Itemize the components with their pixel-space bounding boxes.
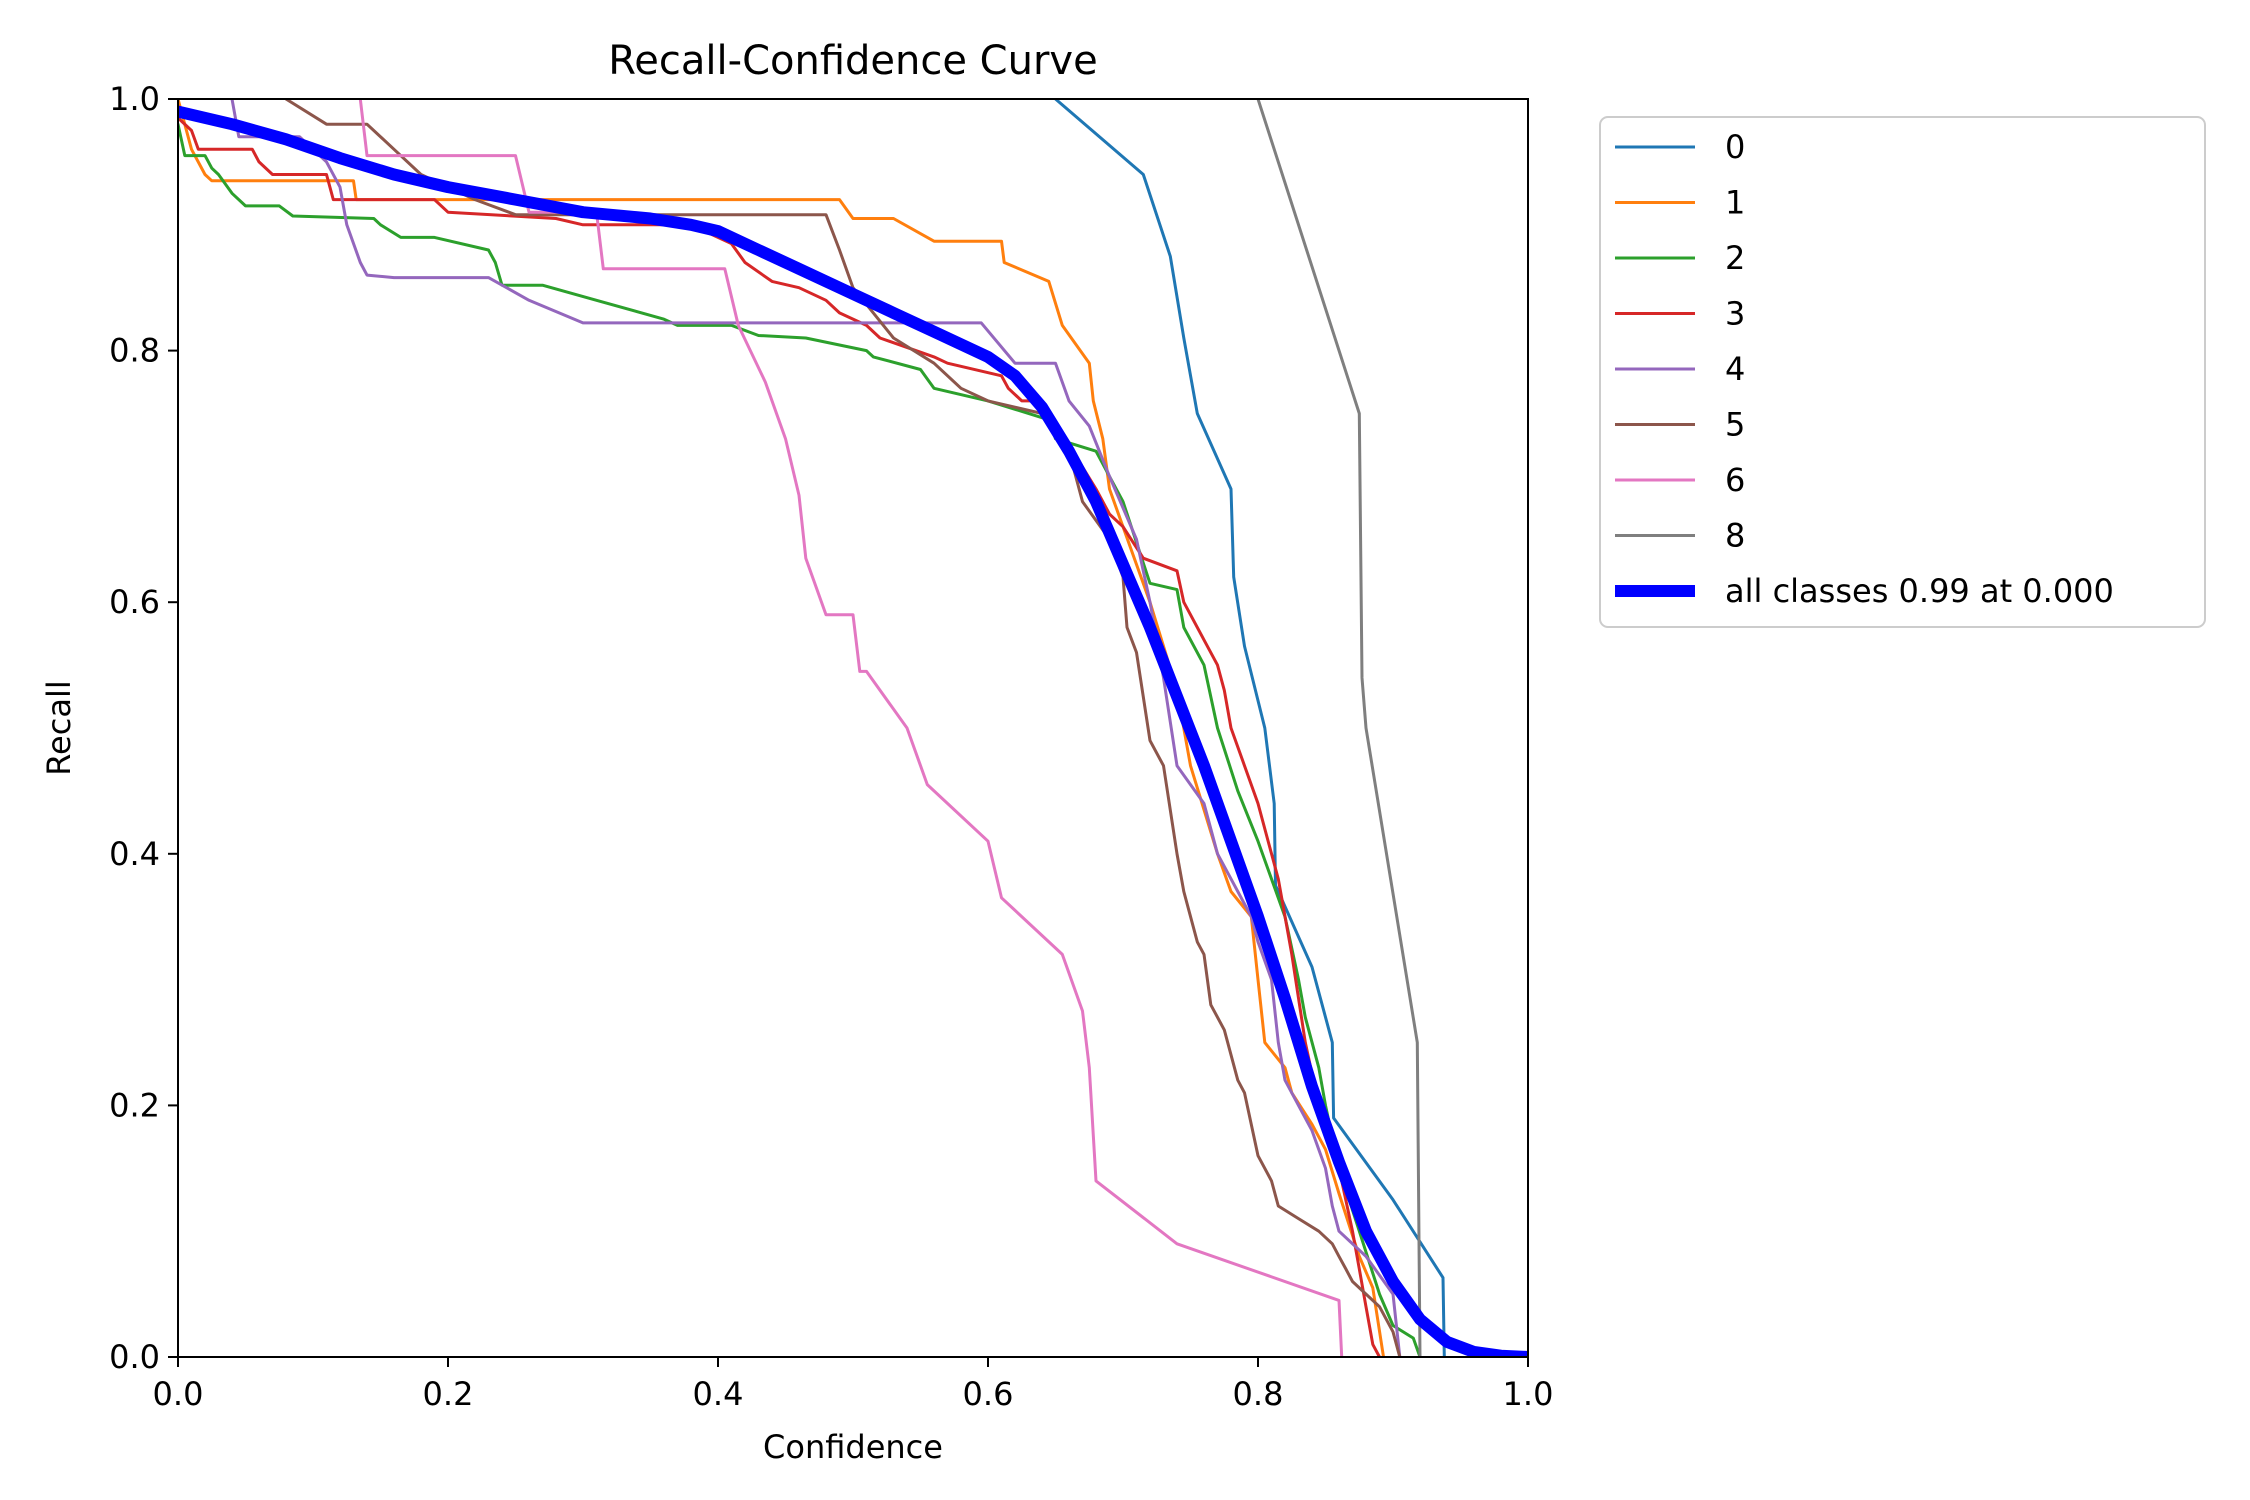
legend-label: 3 [1725, 295, 1745, 333]
legend-item: 5 [1615, 406, 1745, 444]
x-tick-label: 1.0 [1503, 1375, 1554, 1413]
y-tick-label: 0.4 [109, 835, 160, 873]
legend: 0 1 2 3 4 5 6 8 all classes 0.99 at 0.000 [1599, 116, 2206, 628]
legend-label: 0 [1725, 128, 1745, 166]
series-line-1 [178, 99, 1385, 1357]
legend-item: 3 [1615, 295, 1745, 333]
series-line-6 [358, 99, 1344, 1357]
series-line-all-classes [178, 105, 1528, 1357]
legend-item: 0 [1615, 128, 1745, 166]
x-tick-label: 0.0 [153, 1375, 204, 1413]
legend-item: 8 [1615, 517, 1745, 555]
legend-label: 1 [1725, 184, 1745, 222]
legend-label: 4 [1725, 350, 1745, 388]
legend-item: all classes 0.99 at 0.000 [1615, 572, 2114, 610]
y-axis-label: Recall [40, 680, 78, 775]
x-axis-label: Confidence [763, 1428, 943, 1466]
y-tick-label: 0.0 [109, 1338, 160, 1376]
series-line-8 [1256, 99, 1422, 1357]
chart-title: Recall-Confidence Curve [608, 38, 1097, 84]
legend-frame [1599, 116, 2206, 628]
legend-label: 5 [1725, 406, 1745, 444]
y-tick-label: 0.6 [109, 583, 160, 621]
x-tick-label: 0.6 [963, 1375, 1014, 1413]
x-tick-label: 0.4 [693, 1375, 744, 1413]
series-line-0 [1054, 99, 1446, 1357]
x-tick-label: 0.8 [1233, 1375, 1284, 1413]
y-axis: 0.0 0.2 0.4 0.6 0.8 1.0 [109, 80, 178, 1376]
legend-item: 2 [1615, 239, 1745, 277]
y-tick-label: 0.8 [109, 332, 160, 370]
plot-area [178, 99, 1528, 1357]
legend-item: 4 [1615, 350, 1745, 388]
x-tick-label: 0.2 [423, 1375, 474, 1413]
y-tick-label: 0.2 [109, 1086, 160, 1124]
legend-label: all classes 0.99 at 0.000 [1725, 572, 2114, 610]
legend-label: 6 [1725, 461, 1745, 499]
legend-item: 6 [1615, 461, 1745, 499]
plot-frame [177, 98, 1529, 1358]
legend-item: 1 [1615, 184, 1745, 222]
y-tick-label: 1.0 [109, 80, 160, 118]
x-axis: 0.0 0.2 0.4 0.6 0.8 1.0 [153, 1357, 1554, 1413]
series-line-4 [230, 99, 1402, 1357]
series-line-2 [178, 122, 1422, 1357]
legend-label: 8 [1725, 517, 1745, 555]
legend-label: 2 [1725, 239, 1745, 277]
